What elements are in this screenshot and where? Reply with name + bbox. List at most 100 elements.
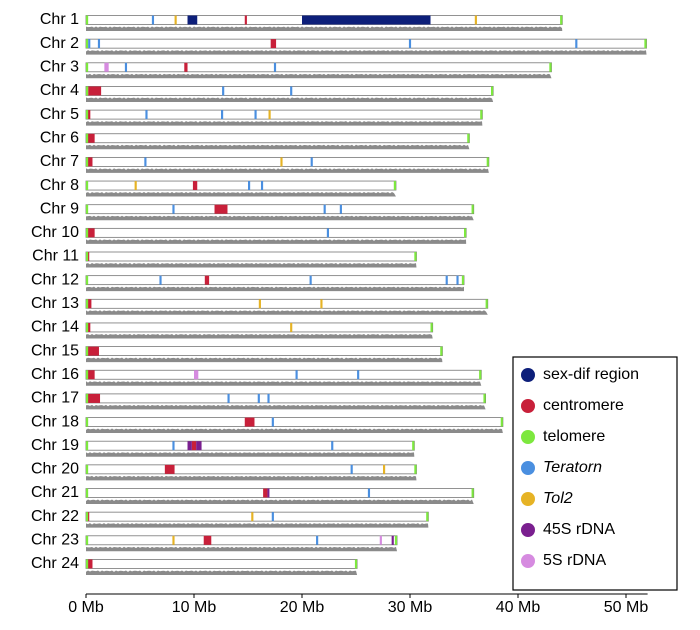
chromosome-label: Chr 8: [40, 177, 79, 194]
x-tick-label: 0 Mb: [68, 599, 104, 616]
legend-label: Tol2: [543, 490, 573, 507]
chromosome-label: Chr 23: [31, 532, 79, 549]
chromosome: [85, 346, 443, 357]
legend-swatch: [521, 461, 535, 475]
feature: [145, 110, 148, 120]
feature: [192, 181, 198, 191]
chromosome-label: Chr 14: [31, 319, 79, 336]
feature: [86, 488, 89, 498]
legend-swatch: [521, 523, 535, 537]
feature: [86, 181, 89, 191]
feature: [339, 204, 342, 214]
feature: [172, 441, 175, 451]
feature: [310, 157, 313, 167]
feature: [251, 512, 254, 522]
feature: [196, 441, 202, 451]
coverage-track: [86, 26, 563, 31]
coverage-track: [86, 357, 443, 363]
chromosome-label: Chr 11: [32, 248, 79, 265]
feature: [88, 86, 102, 96]
feature: [354, 559, 358, 569]
chromosome: [85, 511, 429, 522]
feature: [203, 535, 212, 545]
feature: [394, 535, 398, 545]
feature: [316, 535, 319, 545]
x-tick-label: 10 Mb: [172, 599, 217, 616]
chromosome-label: Chr 3: [40, 59, 79, 76]
feature: [87, 346, 99, 356]
feature: [187, 441, 192, 451]
chromosome: [85, 417, 504, 427]
feature: [461, 275, 464, 285]
feature: [86, 512, 89, 522]
chromosome-label: Chr 19: [31, 437, 79, 454]
x-tick-label: 40 Mb: [496, 599, 541, 616]
feature: [379, 535, 382, 545]
chromosome: [85, 133, 470, 144]
chromosome-label: Chr 2: [40, 35, 79, 52]
legend-swatch: [521, 399, 535, 413]
chromosome: [85, 251, 417, 262]
chromosome: [85, 275, 465, 286]
chromosome-label: Chr 6: [40, 129, 79, 146]
chromosome-label: Chr 9: [40, 200, 79, 217]
chromosome: [85, 440, 415, 451]
feature: [248, 181, 251, 191]
feature: [86, 559, 89, 569]
feature: [408, 39, 412, 49]
legend-label: centromere: [543, 397, 624, 414]
chromosome-label: Chr 12: [31, 271, 79, 288]
legend-label: 5S rDNA: [543, 552, 606, 569]
chromosome-label: Chr 17: [31, 390, 79, 407]
feature: [86, 86, 89, 96]
feature: [124, 62, 128, 72]
chromosome-label: Chr 7: [40, 153, 79, 170]
chromosome-label: Chr 20: [31, 461, 79, 478]
feature: [87, 299, 92, 309]
coverage-track: [86, 144, 470, 150]
feature: [270, 39, 277, 49]
feature: [268, 110, 271, 120]
coverage-track: [86, 286, 464, 292]
coverage-track: [86, 168, 489, 173]
feature: [323, 204, 326, 214]
feature: [86, 157, 89, 167]
feature: [367, 488, 371, 498]
feature: [500, 417, 503, 427]
legend-label: 45S rDNA: [543, 521, 615, 538]
chromosome-label: Chr 13: [31, 295, 79, 312]
chromosome-label: Chr 21: [31, 484, 79, 501]
coverage-track: [86, 73, 552, 79]
chromosome: [85, 369, 482, 380]
feature: [86, 535, 89, 545]
chromosome: [85, 38, 647, 49]
feature: [86, 252, 89, 261]
chromosome-label: Chr 15: [31, 342, 79, 359]
coverage-track: [86, 546, 398, 552]
legend-swatch: [521, 492, 535, 506]
legend-label: Teratorn: [543, 459, 602, 476]
feature: [86, 275, 89, 285]
feature: [271, 512, 274, 522]
feature: [326, 228, 329, 238]
legend-label: telomere: [543, 428, 605, 445]
feature: [86, 299, 89, 309]
feature: [187, 15, 198, 25]
feature: [295, 370, 298, 380]
coverage-track: [86, 310, 488, 315]
feature: [227, 393, 230, 403]
legend-swatch: [521, 368, 535, 382]
feature: [267, 488, 270, 498]
feature: [174, 15, 177, 25]
feature: [221, 110, 224, 120]
feature: [263, 488, 268, 498]
feature: [414, 252, 417, 261]
feature: [97, 39, 101, 49]
feature: [214, 204, 228, 214]
feature: [104, 62, 109, 72]
chromosome-label: Chr 18: [31, 413, 79, 430]
feature: [86, 417, 89, 427]
feature: [254, 110, 257, 120]
feature: [383, 464, 386, 474]
